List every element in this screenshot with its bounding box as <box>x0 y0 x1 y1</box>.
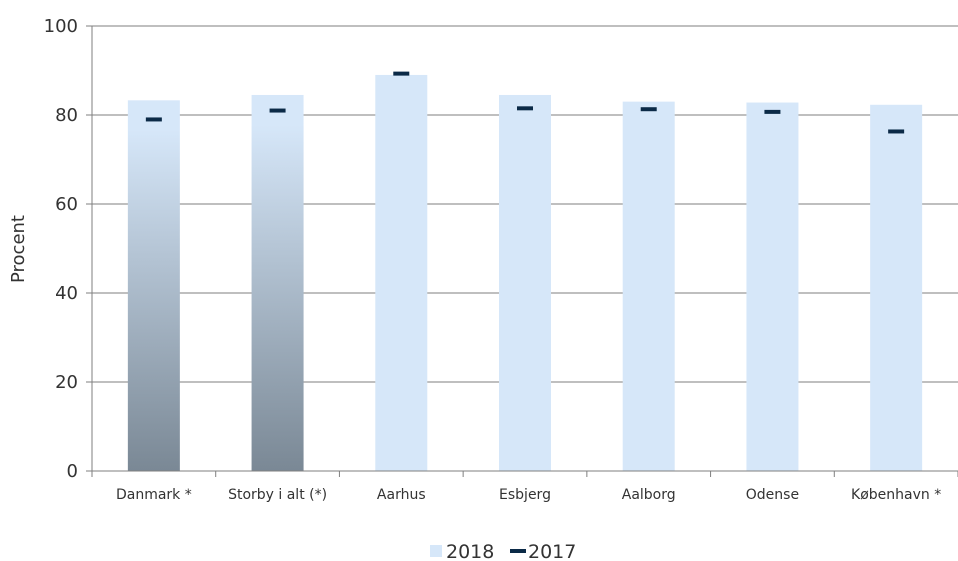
marker-2017-3 <box>517 106 533 111</box>
y-tick-label-0: 0 <box>67 461 78 482</box>
legend-swatch-2018 <box>430 545 442 557</box>
x-tick-label-0: Danmark * <box>116 487 192 503</box>
x-tick-label-6: København * <box>851 487 941 503</box>
bars <box>127 74 923 472</box>
legend-label-2018: 2018 <box>446 541 494 561</box>
marker-2017-0 <box>145 117 162 122</box>
legend: 2018 2017 <box>430 541 576 561</box>
legend-swatch-2017 <box>510 549 526 553</box>
bar-2018-4 <box>622 101 675 472</box>
bar-2018-3 <box>499 94 551 471</box>
marker-2017-1 <box>269 108 286 113</box>
x-tick-label-3: Esbjerg <box>499 487 551 503</box>
x-tick-label-1: Storby i alt (*) <box>228 487 327 503</box>
legend-label-2017: 2017 <box>528 541 576 561</box>
bar-2018-2 <box>375 74 428 471</box>
y-tick-label-100: 100 <box>44 16 78 37</box>
axes <box>86 25 958 477</box>
y-axis-title: Procent <box>8 215 29 283</box>
marker-2017-4 <box>640 107 657 112</box>
marker-2017-5 <box>764 109 781 114</box>
bar-2018-1 <box>251 94 304 471</box>
tick-labels: 0 20 40 60 80 100 Danmark * Storby i alt (*) Aar… <box>44 16 942 503</box>
marker-2017-6 <box>888 129 905 134</box>
y-tick-label-60: 60 <box>55 194 78 215</box>
bar-2018-6 <box>870 104 923 471</box>
x-tick-label-4: Aalborg <box>622 487 676 503</box>
x-tick-label-2: Aarhus <box>377 487 426 503</box>
bar-2018-5 <box>746 102 799 471</box>
x-tick-label-5: Odense <box>746 487 799 503</box>
y-tick-label-40: 40 <box>55 283 78 304</box>
markers <box>145 71 905 134</box>
marker-2017-2 <box>393 71 410 76</box>
bar-2018-0 <box>127 100 180 471</box>
y-tick-label-80: 80 <box>55 105 78 126</box>
y-tick-label-20: 20 <box>55 372 78 393</box>
